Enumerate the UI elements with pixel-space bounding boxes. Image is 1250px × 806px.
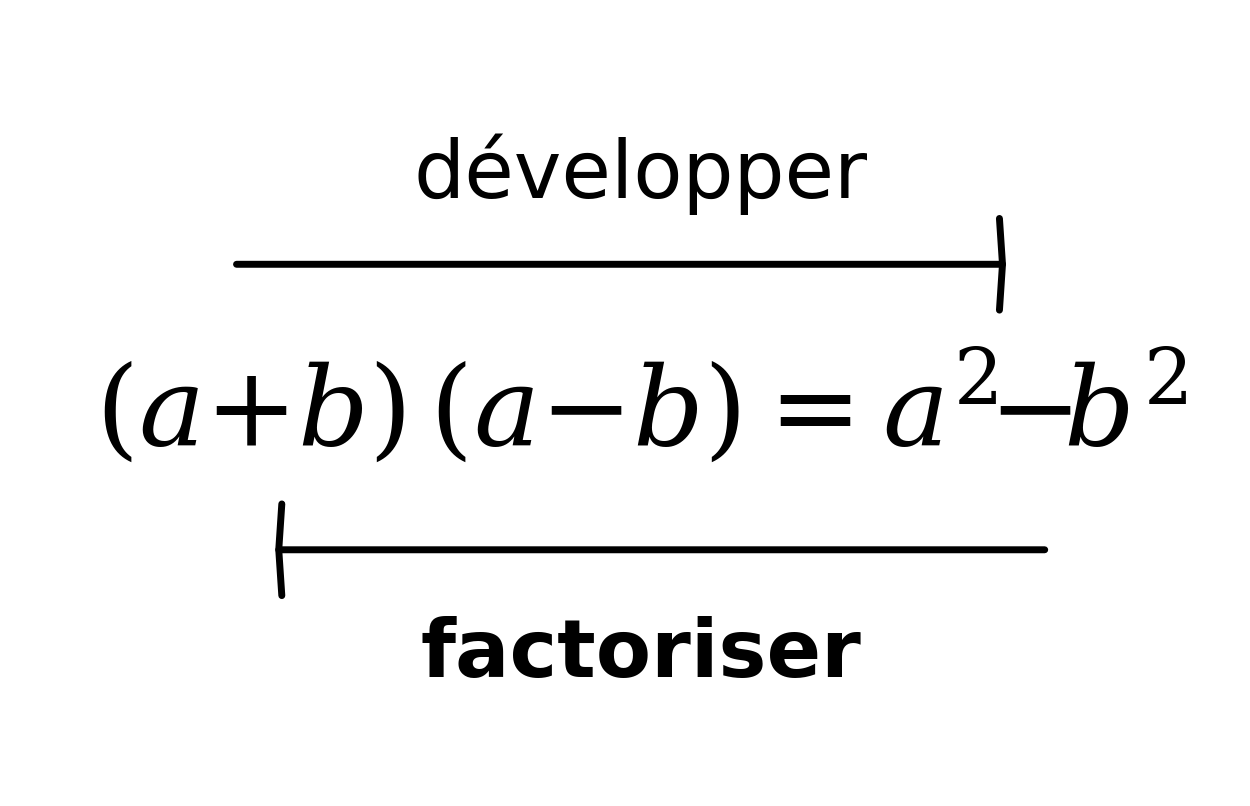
Text: factoriser: factoriser (420, 617, 861, 694)
Text: $(a{+}b)\,(a{-}b) = a^2\!{-}\!b^2$: $(a{+}b)\,(a{-}b) = a^2\!{-}\!b^2$ (95, 347, 1186, 467)
Text: développer: développer (414, 134, 868, 215)
